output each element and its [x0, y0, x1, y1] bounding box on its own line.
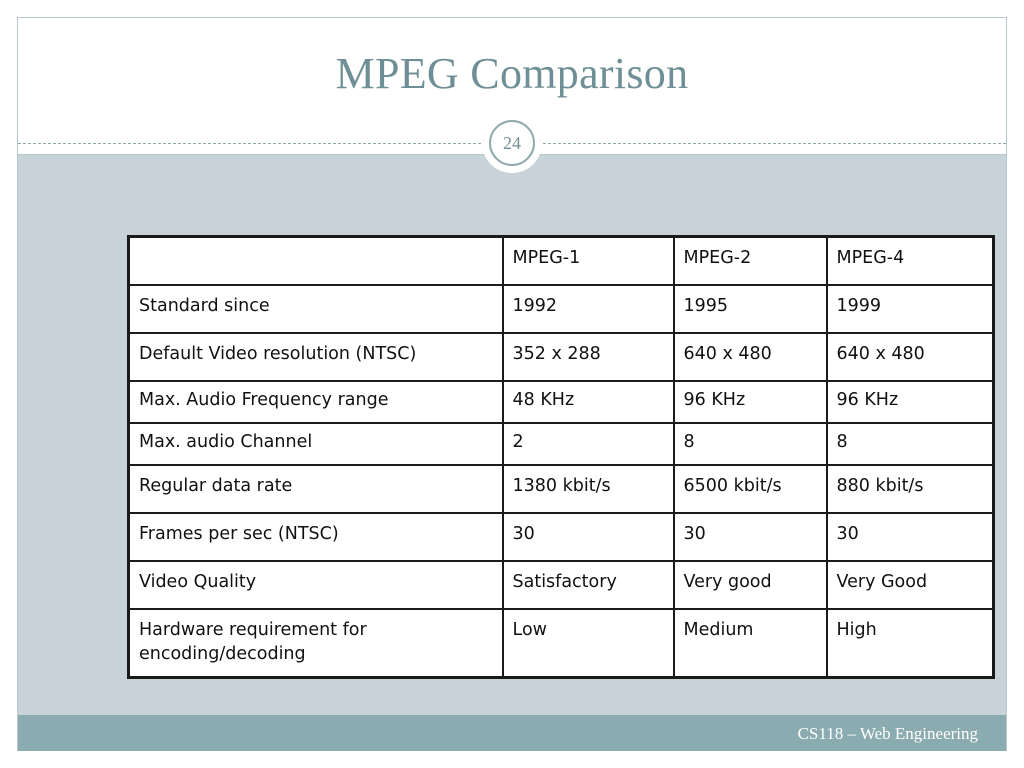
table-row: Max. Audio Frequency range 48 KHz 96 KHz…	[127, 380, 995, 424]
header-cell-mpeg1: MPEG-1	[501, 235, 675, 286]
header-cell-mpeg2: MPEG-2	[672, 235, 828, 286]
row-label: Max. Audio Frequency range	[127, 380, 504, 424]
table-cell: 880 kbit/s	[825, 464, 995, 514]
table-cell: 30	[501, 512, 675, 562]
table-cell: 2	[501, 422, 675, 466]
footer-bar: CS118 – Web Engineering	[18, 715, 1006, 751]
table-cell: 1380 kbit/s	[501, 464, 675, 514]
table-cell: 8	[672, 422, 828, 466]
row-label: Video Quality	[127, 560, 504, 610]
table-header-row: MPEG-1 MPEG-2 MPEG-4	[127, 235, 995, 286]
table-row: Regular data rate 1380 kbit/s 6500 kbit/…	[127, 464, 995, 514]
table-row: Frames per sec (NTSC) 30 30 30	[127, 512, 995, 562]
row-label: Regular data rate	[127, 464, 504, 514]
row-label: Standard since	[127, 284, 504, 334]
table-cell: 6500 kbit/s	[672, 464, 828, 514]
row-label: Frames per sec (NTSC)	[127, 512, 504, 562]
header-cell-mpeg4: MPEG-4	[825, 235, 995, 286]
table-cell: Very good	[672, 560, 828, 610]
table-row: Video Quality Satisfactory Very good Ver…	[127, 560, 995, 610]
table-cell: 96 KHz	[825, 380, 995, 424]
footer-course-label: CS118 – Web Engineering	[797, 724, 978, 743]
table-cell: Very Good	[825, 560, 995, 610]
table-cell: 1999	[825, 284, 995, 334]
page-title: MPEG Comparison	[335, 49, 689, 98]
table-cell: 640 x 480	[672, 332, 828, 382]
table-cell: Medium	[672, 608, 828, 679]
table-cell: Satisfactory	[501, 560, 675, 610]
table-row: Max. audio Channel 2 8 8	[127, 422, 995, 466]
page-number: 24	[489, 120, 535, 166]
table-row: Standard since 1992 1995 1999	[127, 284, 995, 334]
table-cell: 48 KHz	[501, 380, 675, 424]
table-cell: 640 x 480	[825, 332, 995, 382]
row-label: Max. audio Channel	[127, 422, 504, 466]
row-label: Hardware requirement for encoding/decodi…	[127, 608, 504, 679]
table-cell: Low	[501, 608, 675, 679]
table-row: Default Video resolution (NTSC) 352 x 28…	[127, 332, 995, 382]
table-cell: 8	[825, 422, 995, 466]
table-cell: 1992	[501, 284, 675, 334]
table-cell: 1995	[672, 284, 828, 334]
table-cell: 30	[672, 512, 828, 562]
table-row: Hardware requirement for encoding/decodi…	[127, 608, 995, 679]
table-cell: 96 KHz	[672, 380, 828, 424]
table-cell: 30	[825, 512, 995, 562]
comparison-table: MPEG-1 MPEG-2 MPEG-4 Standard since 1992…	[127, 235, 995, 679]
page-number-badge: 24	[482, 113, 542, 173]
table-cell: High	[825, 608, 995, 679]
row-label: Default Video resolution (NTSC)	[127, 332, 504, 382]
header-cell-empty	[127, 235, 504, 286]
table-cell: 352 x 288	[501, 332, 675, 382]
